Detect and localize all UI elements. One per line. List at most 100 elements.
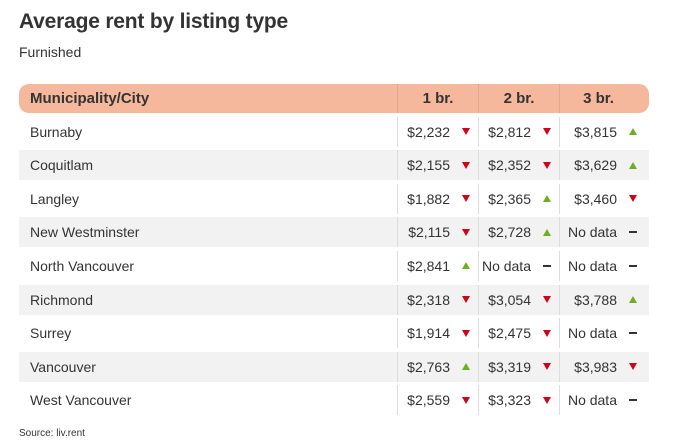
down-triangle-icon — [462, 296, 470, 304]
rent-cell: $3,460 — [559, 183, 649, 214]
dash-icon — [629, 332, 637, 335]
up-triangle-icon — [629, 296, 637, 304]
rent-value: $3,629 — [574, 157, 617, 174]
rent-cell: $3,788 — [559, 284, 649, 315]
rent-value: $2,352 — [488, 157, 531, 174]
chart-title: Average rent by listing type — [19, 10, 289, 33]
rent-cell: No data — [559, 318, 649, 349]
rent-value: $3,788 — [574, 291, 617, 308]
rent-cell: $3,319 — [478, 351, 559, 382]
rent-cell: No data — [559, 217, 649, 248]
rent-value: No data — [481, 257, 531, 274]
rent-cell: $2,475 — [478, 318, 559, 349]
rent-cell: $3,815 — [559, 116, 649, 147]
rent-cell: $2,115 — [397, 217, 478, 248]
rent-value: $3,054 — [488, 291, 531, 308]
rent-cell: $2,352 — [478, 150, 559, 181]
rent-value: $3,323 — [488, 392, 531, 409]
down-triangle-icon — [543, 396, 551, 404]
down-triangle-icon — [462, 228, 470, 236]
rent-cell: $3,983 — [559, 351, 649, 382]
rent-value: No data — [567, 257, 617, 274]
rent-value: $2,559 — [407, 392, 450, 409]
down-triangle-icon — [543, 329, 551, 337]
dash-icon — [629, 231, 637, 234]
table-row: New Westminster $2,115 $2,728 No data — [19, 217, 649, 248]
city-name: Coquitlam — [30, 157, 94, 174]
rent-value: $2,115 — [408, 224, 450, 241]
up-triangle-icon — [629, 128, 637, 136]
table-header: Municipality/City 1 br. 2 br. 3 br. — [19, 84, 649, 113]
header-municipality: Municipality/City — [30, 90, 150, 107]
rent-value: $2,841 — [407, 257, 450, 274]
rent-value: No data — [567, 392, 617, 409]
down-triangle-icon — [543, 363, 551, 371]
table-row: Langley $1,882 $2,365 $3,460 — [19, 183, 649, 214]
down-triangle-icon — [629, 363, 637, 371]
rent-value: $2,155 — [407, 157, 450, 174]
table-row: Vancouver $2,763 $3,319 $3,983 — [19, 351, 649, 382]
table-row: Burnaby $2,232 $2,812 $3,815 — [19, 116, 649, 147]
rent-cell: $2,841 — [397, 250, 478, 281]
city-name: Richmond — [30, 291, 94, 308]
up-triangle-icon — [462, 262, 470, 270]
rent-cell: $1,882 — [397, 183, 478, 214]
rent-value: No data — [567, 224, 617, 241]
rent-value: $1,914 — [407, 325, 450, 342]
down-triangle-icon — [462, 195, 470, 203]
down-triangle-icon — [543, 161, 551, 169]
down-triangle-icon — [462, 161, 470, 169]
down-triangle-icon — [462, 329, 470, 337]
down-triangle-icon — [543, 128, 551, 136]
header-3br: 3 br. — [559, 84, 649, 113]
city-name: Surrey — [30, 325, 72, 342]
dash-icon — [543, 264, 551, 267]
rent-cell: $3,054 — [478, 284, 559, 315]
rent-value: $2,318 — [407, 291, 450, 308]
city-name: Vancouver — [30, 358, 96, 375]
rent-cell: $2,365 — [478, 183, 559, 214]
up-triangle-icon — [629, 161, 637, 169]
city-name: West Vancouver — [30, 392, 132, 409]
table-row: West Vancouver $2,559 $3,323 No data — [19, 385, 649, 416]
down-triangle-icon — [462, 128, 470, 136]
rent-cell: $2,763 — [397, 351, 478, 382]
rent-value: $2,365 — [488, 190, 531, 207]
rent-cell: $1,914 — [397, 318, 478, 349]
rent-value: $3,815 — [574, 123, 617, 140]
up-triangle-icon — [462, 363, 470, 371]
rent-value: $2,763 — [407, 358, 450, 375]
rent-cell: $2,318 — [397, 284, 478, 315]
dash-icon — [629, 399, 637, 402]
rent-cell: $2,232 — [397, 116, 478, 147]
table-row: Richmond $2,318 $3,054 $3,788 — [19, 284, 649, 315]
table-row: Coquitlam $2,155 $2,352 $3,629 — [19, 150, 649, 181]
rent-cell: $2,812 — [478, 116, 559, 147]
rent-value: $1,882 — [407, 190, 450, 207]
rent-cell: $2,155 — [397, 150, 478, 181]
rent-table: Municipality/City 1 br. 2 br. 3 br. Burn… — [19, 84, 649, 416]
rent-cell: No data — [559, 250, 649, 281]
chart-subtitle: Furnished — [19, 44, 82, 60]
table-row: North Vancouver $2,841 No data No data — [19, 250, 649, 281]
rent-value: $2,232 — [407, 123, 450, 140]
table-body: Burnaby $2,232 $2,812 $3,815 Coquitlam $2,155… — [19, 116, 649, 416]
rent-cell: $2,728 — [478, 217, 559, 248]
rent-value: $2,812 — [488, 123, 531, 140]
rent-value: $3,983 — [574, 358, 617, 375]
up-triangle-icon — [543, 195, 551, 203]
rent-value: No data — [567, 325, 617, 342]
down-triangle-icon — [462, 396, 470, 404]
table-row: Surrey $1,914 $2,475 No data — [19, 318, 649, 349]
header-1br: 1 br. — [397, 84, 478, 113]
city-name: Burnaby — [30, 123, 83, 140]
city-name: Langley — [30, 190, 80, 207]
rent-value: $2,475 — [488, 325, 531, 342]
rent-cell: No data — [559, 385, 649, 416]
city-name: North Vancouver — [30, 257, 135, 274]
up-triangle-icon — [543, 228, 551, 236]
source-note: Source: liv.rent — [19, 428, 85, 439]
header-2br: 2 br. — [478, 84, 559, 113]
dash-icon — [629, 264, 637, 267]
city-name: New Westminster — [30, 224, 140, 241]
